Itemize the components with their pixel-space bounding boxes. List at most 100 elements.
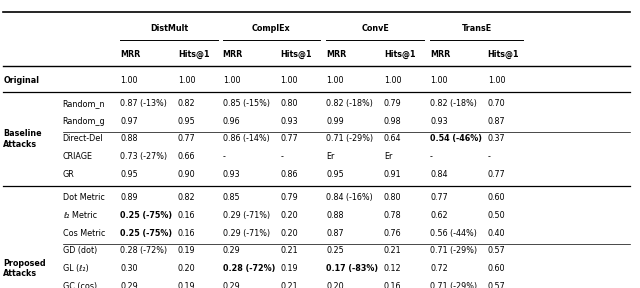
Text: 1.00: 1.00 (488, 75, 505, 85)
Text: 0.82 (-18%): 0.82 (-18%) (326, 99, 373, 108)
Text: DistMult: DistMult (150, 24, 188, 33)
Text: 0.29 (-71%): 0.29 (-71%) (223, 229, 270, 238)
Text: GD (dot): GD (dot) (63, 247, 97, 255)
Text: ComplEx: ComplEx (252, 24, 291, 33)
Text: 0.82: 0.82 (178, 99, 196, 108)
Text: -: - (223, 152, 225, 161)
Text: 0.62: 0.62 (430, 211, 448, 220)
Text: ℓ₂ Metric: ℓ₂ Metric (63, 211, 97, 220)
Text: 0.20: 0.20 (280, 229, 298, 238)
Text: 0.85: 0.85 (223, 193, 241, 202)
Text: 0.57: 0.57 (488, 282, 506, 288)
Text: ConvE: ConvE (361, 24, 389, 33)
Text: 0.91: 0.91 (384, 170, 402, 179)
Text: 0.64: 0.64 (384, 134, 401, 143)
Text: 0.87: 0.87 (326, 229, 344, 238)
Text: 0.17 (-83%): 0.17 (-83%) (326, 264, 378, 273)
Text: CRIAGE: CRIAGE (63, 152, 93, 161)
Text: 0.60: 0.60 (488, 264, 505, 273)
Text: 0.77: 0.77 (488, 170, 506, 179)
Text: Dot Metric: Dot Metric (63, 193, 104, 202)
Text: MRR: MRR (326, 50, 347, 59)
Text: 0.29: 0.29 (120, 282, 138, 288)
Text: 0.86: 0.86 (280, 170, 298, 179)
Text: 0.93: 0.93 (430, 117, 448, 126)
Text: 0.57: 0.57 (488, 247, 506, 255)
Text: 0.98: 0.98 (384, 117, 402, 126)
Text: 0.73 (-27%): 0.73 (-27%) (120, 152, 168, 161)
Text: Hits@1: Hits@1 (488, 50, 519, 59)
Text: 0.54 (-46%): 0.54 (-46%) (430, 134, 482, 143)
Text: 0.16: 0.16 (178, 211, 195, 220)
Text: -: - (488, 152, 490, 161)
Text: 0.96: 0.96 (223, 117, 241, 126)
Text: 0.29: 0.29 (223, 282, 241, 288)
Text: 1.00: 1.00 (178, 75, 195, 85)
Text: -: - (280, 152, 283, 161)
Text: Hits@1: Hits@1 (280, 50, 312, 59)
Text: 1.00: 1.00 (430, 75, 447, 85)
Text: 0.56 (-44%): 0.56 (-44%) (430, 229, 477, 238)
Text: 0.25 (-75%): 0.25 (-75%) (120, 229, 172, 238)
Text: 0.50: 0.50 (488, 211, 506, 220)
Text: 0.88: 0.88 (326, 211, 344, 220)
Text: 0.80: 0.80 (384, 193, 401, 202)
Text: 0.95: 0.95 (178, 117, 196, 126)
Text: GL (ℓ₂): GL (ℓ₂) (63, 264, 88, 273)
Text: 0.80: 0.80 (280, 99, 298, 108)
Text: 0.95: 0.95 (120, 170, 138, 179)
Text: 0.71 (-29%): 0.71 (-29%) (326, 134, 374, 143)
Text: 0.72: 0.72 (430, 264, 448, 273)
Text: 0.19: 0.19 (178, 247, 196, 255)
Text: 1.00: 1.00 (120, 75, 138, 85)
Text: 0.60: 0.60 (488, 193, 505, 202)
Text: 0.29: 0.29 (223, 247, 241, 255)
Text: 0.25 (-75%): 0.25 (-75%) (120, 211, 172, 220)
Text: Er: Er (326, 152, 335, 161)
Text: 0.84: 0.84 (430, 170, 447, 179)
Text: 0.19: 0.19 (178, 282, 196, 288)
Text: 0.66: 0.66 (178, 152, 195, 161)
Text: 0.77: 0.77 (430, 193, 448, 202)
Text: 0.71 (-29%): 0.71 (-29%) (430, 247, 477, 255)
Text: 1.00: 1.00 (280, 75, 298, 85)
Text: 0.20: 0.20 (178, 264, 196, 273)
Text: 0.77: 0.77 (280, 134, 298, 143)
Text: Original: Original (3, 75, 39, 85)
Text: 0.89: 0.89 (120, 193, 138, 202)
Text: 1.00: 1.00 (384, 75, 401, 85)
Text: Proposed
Attacks: Proposed Attacks (3, 259, 46, 278)
Text: 0.19: 0.19 (280, 264, 298, 273)
Text: 1.00: 1.00 (326, 75, 344, 85)
Text: 0.37: 0.37 (488, 134, 506, 143)
Text: 0.87: 0.87 (488, 117, 506, 126)
Text: 0.28 (-72%): 0.28 (-72%) (223, 264, 275, 273)
Text: 0.16: 0.16 (178, 229, 195, 238)
Text: -: - (430, 152, 433, 161)
Text: Random_g: Random_g (63, 117, 106, 126)
Text: Baseline
Attacks: Baseline Attacks (3, 129, 42, 149)
Text: 0.21: 0.21 (280, 247, 298, 255)
Text: 0.25: 0.25 (326, 247, 344, 255)
Text: GC (cos): GC (cos) (63, 282, 97, 288)
Text: Cos Metric: Cos Metric (63, 229, 105, 238)
Text: 0.12: 0.12 (384, 264, 402, 273)
Text: 0.29 (-71%): 0.29 (-71%) (223, 211, 270, 220)
Text: 0.76: 0.76 (384, 229, 402, 238)
Text: 0.20: 0.20 (326, 282, 344, 288)
Text: Direct-Del: Direct-Del (63, 134, 103, 143)
Text: 0.93: 0.93 (280, 117, 298, 126)
Text: 0.77: 0.77 (178, 134, 196, 143)
Text: 1.00: 1.00 (223, 75, 240, 85)
Text: 0.40: 0.40 (488, 229, 505, 238)
Text: MRR: MRR (120, 50, 141, 59)
Text: 0.87 (-13%): 0.87 (-13%) (120, 99, 167, 108)
Text: 0.97: 0.97 (120, 117, 138, 126)
Text: 0.95: 0.95 (326, 170, 344, 179)
Text: 0.30: 0.30 (120, 264, 138, 273)
Text: MRR: MRR (223, 50, 243, 59)
Text: 0.93: 0.93 (223, 170, 241, 179)
Text: 0.86 (-14%): 0.86 (-14%) (223, 134, 269, 143)
Text: MRR: MRR (430, 50, 451, 59)
Text: 0.70: 0.70 (488, 99, 506, 108)
